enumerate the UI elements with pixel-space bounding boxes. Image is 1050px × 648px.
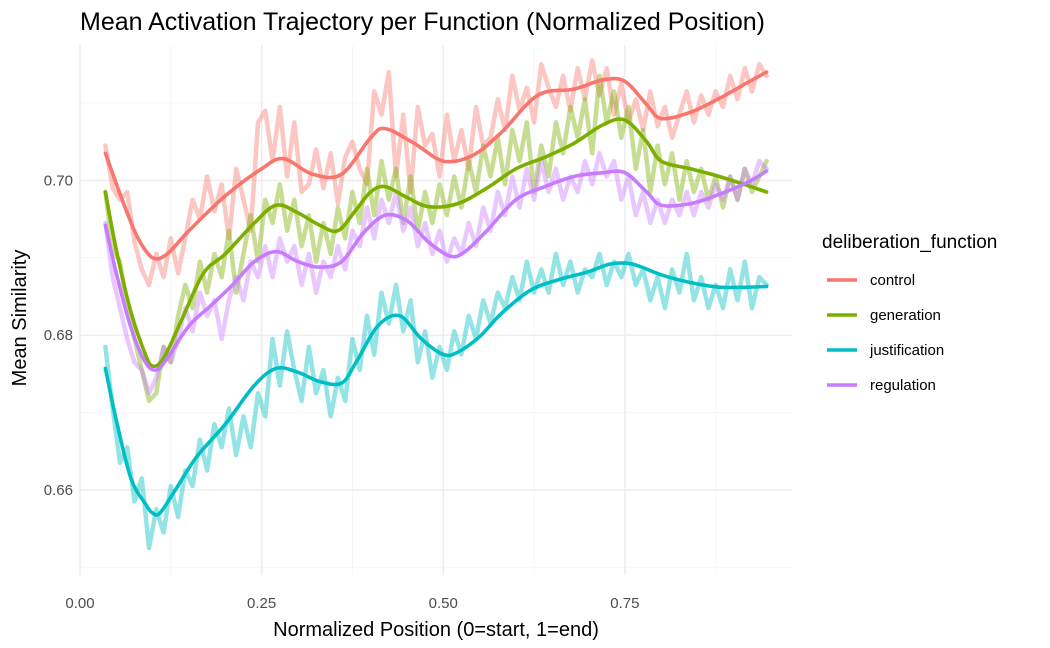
legend-item-generation: generation [827,307,941,324]
smoothed-series-lines [103,70,769,517]
x-tick-label: 0.50 [429,595,458,612]
y-axis-title: Mean Similarity [9,250,31,387]
legend-title: deliberation_function [822,232,997,253]
smooth-line-regulation [103,169,769,372]
smooth-line-justification [103,261,769,517]
legend-item-regulation: regulation [827,377,936,394]
raw-line-generation [103,73,769,404]
legend-label-control: control [870,272,915,289]
x-tick-label: 0.75 [610,595,639,612]
legend-label-regulation: regulation [870,377,936,394]
x-axis-title: Normalized Position (0=start, 1=end) [273,619,599,641]
x-axis-ticks: 0.00 0.25 0.50 0.75 [65,595,639,612]
legend-label-generation: generation [870,307,941,324]
legend: deliberation_function control generation j… [822,232,997,394]
y-tick-label: 0.70 [44,172,73,189]
raw-line-justification [103,251,769,551]
legend-items: control generation justification regulation [827,272,944,394]
smooth-line-control [103,70,769,261]
y-axis-ticks: 0.66 0.68 0.70 [44,172,73,498]
x-tick-label: 0.25 [247,595,276,612]
smooth-line-generation [103,117,769,369]
grid [79,45,792,575]
x-tick-label: 0.00 [65,595,94,612]
y-tick-label: 0.66 [44,482,73,499]
legend-label-justification: justification [869,342,944,359]
legend-item-control: control [827,272,915,289]
chart-title: Mean Activation Trajectory per Function … [80,8,765,36]
legend-item-justification: justification [827,342,944,359]
y-tick-label: 0.68 [44,327,73,344]
raw-series-lines [103,58,769,551]
